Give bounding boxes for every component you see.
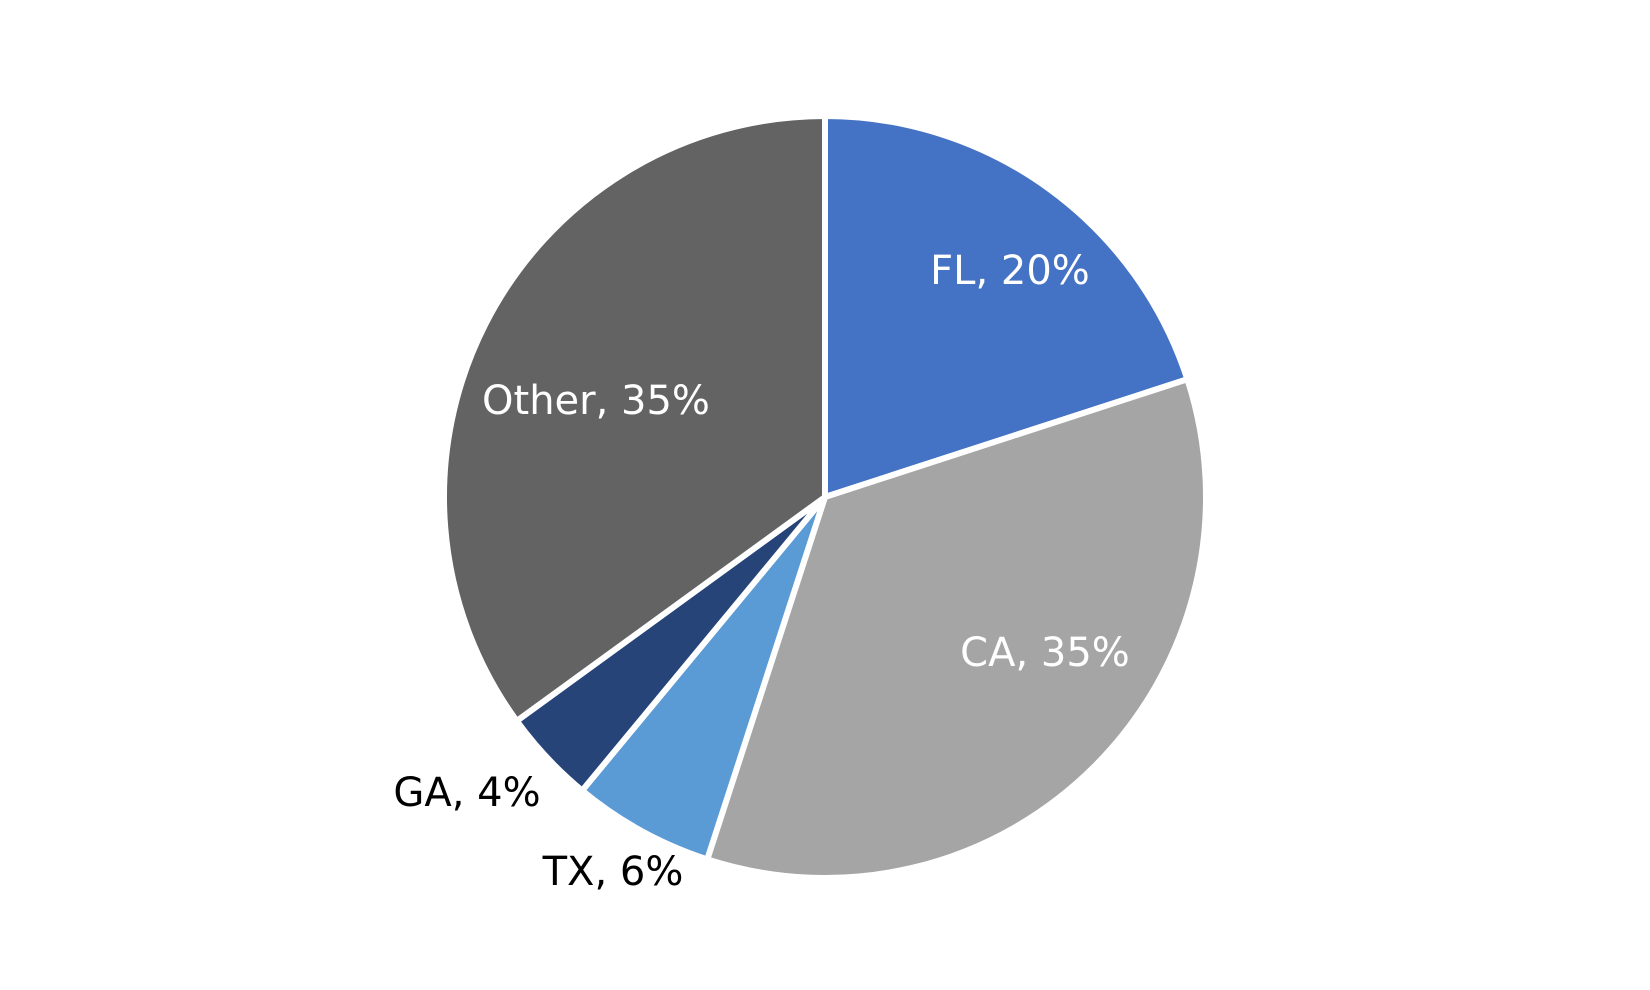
pie-labels: FL, 20% CA, 35% TX, 6%GA, 4% Other, 35% (393, 248, 1129, 895)
data-label-fl: FL, 20% (930, 248, 1090, 294)
data-label-ga: GA, 4% (393, 770, 540, 816)
pie-slice-ca (704, 376, 1209, 881)
pie-slice-fl (822, 113, 1191, 500)
data-label-ca: CA, 35% (960, 630, 1130, 676)
data-label-other: Other, 35% (482, 378, 710, 424)
data-label-tx: TX, 6% (542, 849, 684, 895)
pie-slice-other (440, 113, 828, 724)
pie-slices (440, 113, 1209, 881)
